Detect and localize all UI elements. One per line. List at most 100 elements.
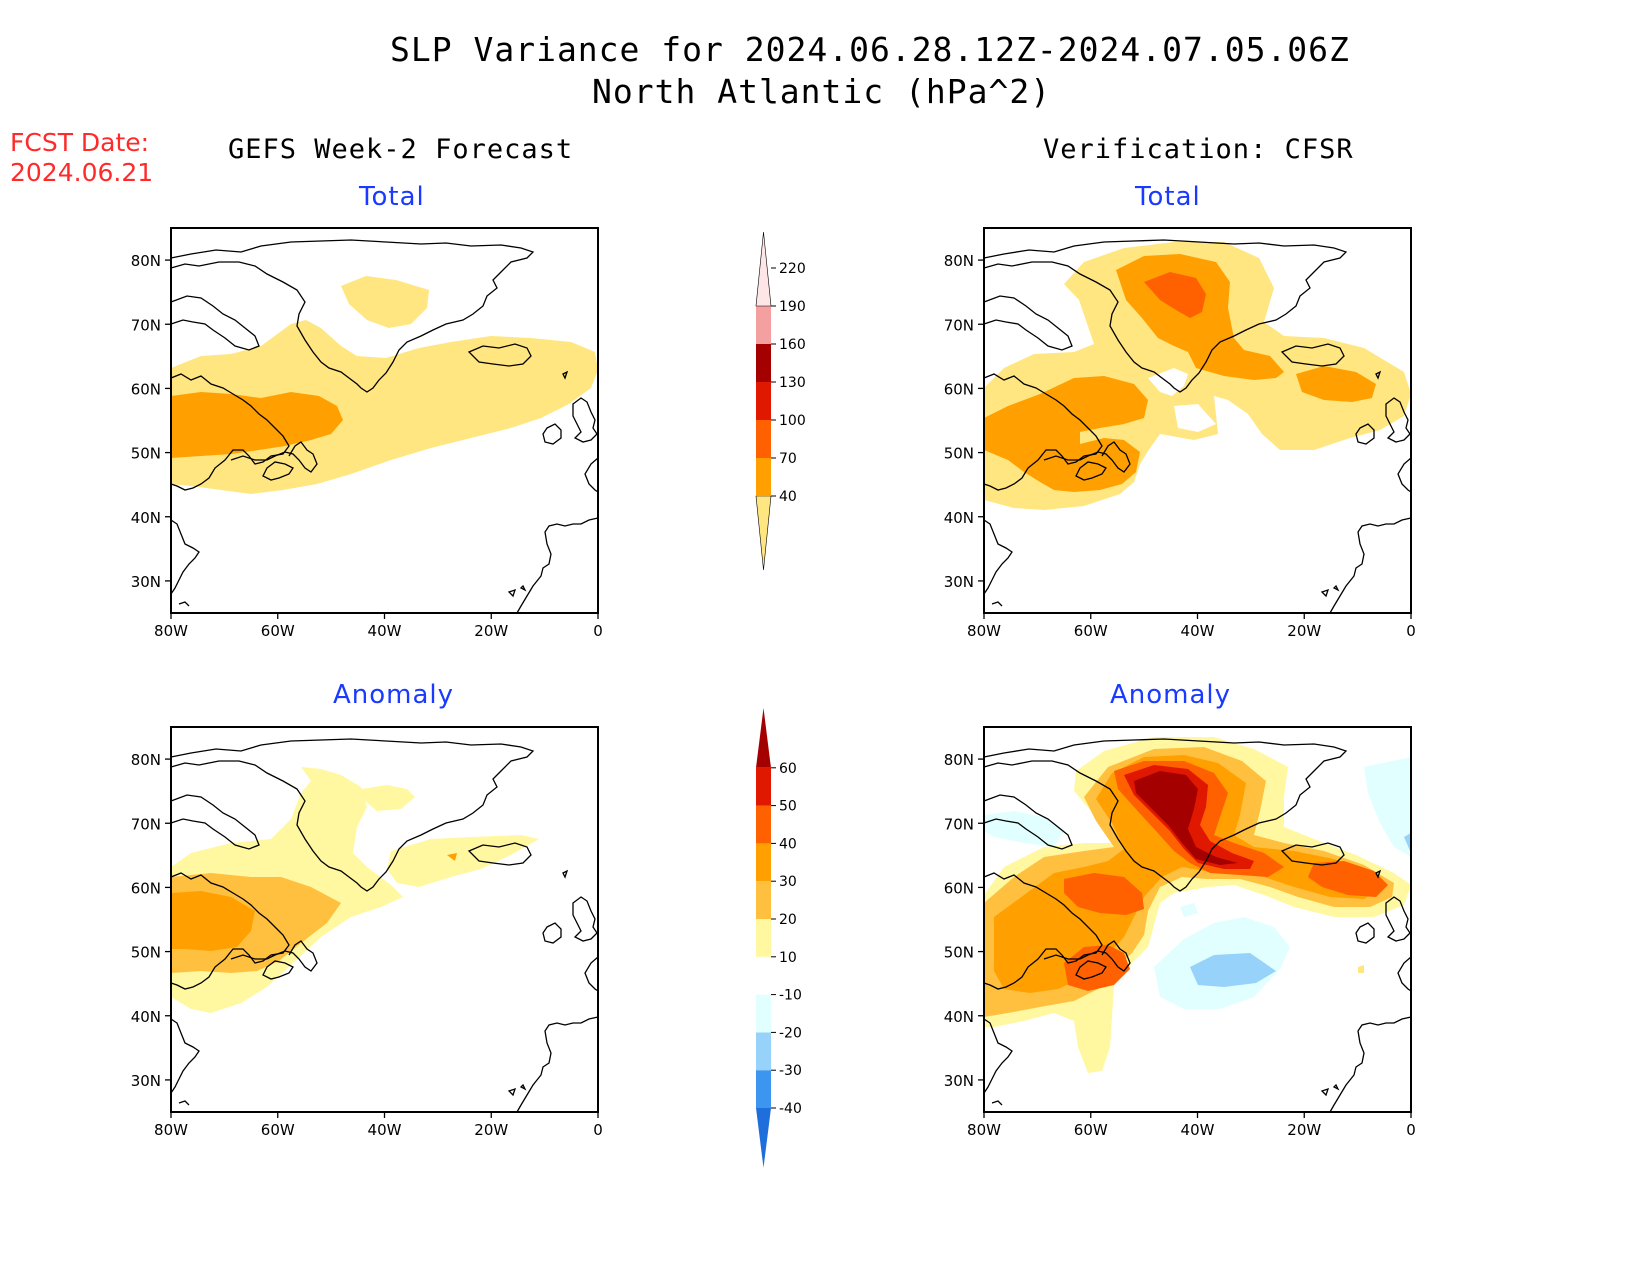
colorbar-label: 190 xyxy=(779,299,806,315)
colorbar-segment xyxy=(756,805,771,844)
colorbar-label: 40 xyxy=(779,489,797,505)
lon-tick-label: 40W xyxy=(1181,1121,1215,1139)
colorbar-segment xyxy=(756,881,771,919)
colorbar-segment xyxy=(756,1032,771,1071)
panel-subtitle-forecast-total: Total xyxy=(359,182,425,212)
lat-tick-label: 30N xyxy=(131,573,161,591)
lon-tick-label: 20W xyxy=(474,1121,508,1139)
lat-tick-label: 40N xyxy=(131,509,161,527)
colorbar-segment xyxy=(756,1070,771,1108)
shade-small-iceland xyxy=(447,853,457,861)
lon-tick-label: 40W xyxy=(368,1121,402,1139)
map-verification-anomaly xyxy=(983,726,1412,1113)
shade-neg-10-20 xyxy=(1364,757,1411,857)
colorbar-label: 60 xyxy=(779,761,797,777)
lat-tick-label: 70N xyxy=(131,316,161,334)
colorbar-segment xyxy=(756,994,771,1033)
lat-tick-label: 70N xyxy=(131,815,161,833)
lon-tick-label: 80W xyxy=(154,1121,188,1139)
fcst-date-value: 2024.06.21 xyxy=(10,158,154,187)
lat-tick-label: 80N xyxy=(131,751,161,769)
lat-tick-label: 80N xyxy=(131,252,161,270)
lat-tick-label: 50N xyxy=(131,944,161,962)
main-title-line1: SLP Variance for 2024.06.28.12Z-2024.07.… xyxy=(390,30,1350,69)
colorbar-segment-bottom xyxy=(755,495,772,571)
lon-tick-label: 40W xyxy=(1181,622,1215,640)
lon-tick-label: 60W xyxy=(261,1121,295,1139)
shade-30-40 xyxy=(994,755,1382,993)
colorbar-label: 220 xyxy=(779,261,806,277)
lat-tick-label: 60N xyxy=(131,380,161,398)
lat-tick-label: 60N xyxy=(131,879,161,897)
lon-tick-label: 60W xyxy=(1074,1121,1108,1139)
lat-tick-label: 70N xyxy=(944,316,974,334)
colorbar-label: 10 xyxy=(779,950,797,966)
main-title-line2: North Atlantic (hPa^2) xyxy=(592,72,1052,111)
lon-tick-label: 60W xyxy=(1074,622,1108,640)
lon-tick-label: 20W xyxy=(474,622,508,640)
shade-100-130 xyxy=(1144,272,1206,318)
column-title-verification: Verification: CFSR xyxy=(1043,134,1354,165)
colorbar-label: 160 xyxy=(779,337,806,353)
colorbar-segment-top xyxy=(756,708,771,768)
panel-subtitle-verification-anomaly: Anomaly xyxy=(1110,680,1232,710)
colorbar-label: 100 xyxy=(779,413,806,429)
lon-tick-label: 80W xyxy=(967,622,1001,640)
lon-tick-label: 0 xyxy=(593,1121,603,1139)
lon-tick-label: 0 xyxy=(1406,622,1416,640)
shade-neg-20-30 xyxy=(1190,953,1276,987)
lat-tick-label: 80N xyxy=(944,751,974,769)
shade-70-100-labrador xyxy=(984,376,1148,492)
lon-tick-label: 0 xyxy=(1406,1121,1416,1139)
lon-tick-label: 80W xyxy=(154,622,188,640)
colorbar-segment xyxy=(756,458,771,496)
lat-tick-label: 60N xyxy=(944,879,974,897)
lon-tick-label: 60W xyxy=(261,622,295,640)
shade-40-50-nfld xyxy=(1064,945,1130,991)
colorbar-segment xyxy=(756,306,771,344)
colorbar-segment xyxy=(756,843,771,882)
lat-tick-label: 40N xyxy=(131,1008,161,1026)
lat-tick-label: 40N xyxy=(944,509,974,527)
shade-70-100 xyxy=(171,392,343,458)
lon-tick-label: 40W xyxy=(368,622,402,640)
lat-tick-label: 30N xyxy=(944,573,974,591)
map-verification-total xyxy=(983,227,1412,614)
colorbar-label: 30 xyxy=(779,874,797,890)
colorbar-segment xyxy=(756,382,771,420)
lat-tick-label: 50N xyxy=(944,445,974,463)
lat-tick-label: 50N xyxy=(944,944,974,962)
colorbar-segment-top xyxy=(755,231,772,307)
shade-gap2 xyxy=(1174,404,1216,432)
shade-40-50-iceland xyxy=(1308,861,1388,897)
shade-neg-10-20-d xyxy=(1180,903,1198,917)
shade-small-africa xyxy=(1358,965,1364,973)
colorbar-segment xyxy=(756,956,771,995)
map-forecast-total xyxy=(170,227,599,614)
colorbar-label: -20 xyxy=(779,1025,802,1041)
map-forecast-anomaly xyxy=(170,726,599,1113)
lat-tick-label: 70N xyxy=(944,815,974,833)
lon-tick-label: 20W xyxy=(1287,622,1321,640)
colorbar-label: 20 xyxy=(779,912,797,928)
colorbar-label: 50 xyxy=(779,799,797,815)
shade-10-20-iceland xyxy=(387,835,539,887)
colorbar-label: 40 xyxy=(779,836,797,852)
lon-tick-label: 0 xyxy=(593,622,603,640)
shade-40-50-labrador xyxy=(1064,873,1144,915)
panel-subtitle-forecast-anomaly: Anomaly xyxy=(333,680,455,710)
colorbar-label: 130 xyxy=(779,375,806,391)
column-title-forecast: GEFS Week-2 Forecast xyxy=(228,134,574,165)
fcst-date-label: FCST Date: xyxy=(10,128,150,157)
colorbar-segment-bottom xyxy=(756,1108,771,1168)
lon-tick-label: 80W xyxy=(967,1121,1001,1139)
shade-10-20-island xyxy=(361,785,415,811)
lon-tick-label: 20W xyxy=(1287,1121,1321,1139)
shade-neg-20-30-b xyxy=(1404,833,1411,853)
lat-tick-label: 30N xyxy=(131,1072,161,1090)
lat-tick-label: 80N xyxy=(944,252,974,270)
colorbar-label: -30 xyxy=(779,1063,802,1079)
panel-subtitle-verification-total: Total xyxy=(1135,182,1201,212)
shade-30-40 xyxy=(171,891,255,951)
